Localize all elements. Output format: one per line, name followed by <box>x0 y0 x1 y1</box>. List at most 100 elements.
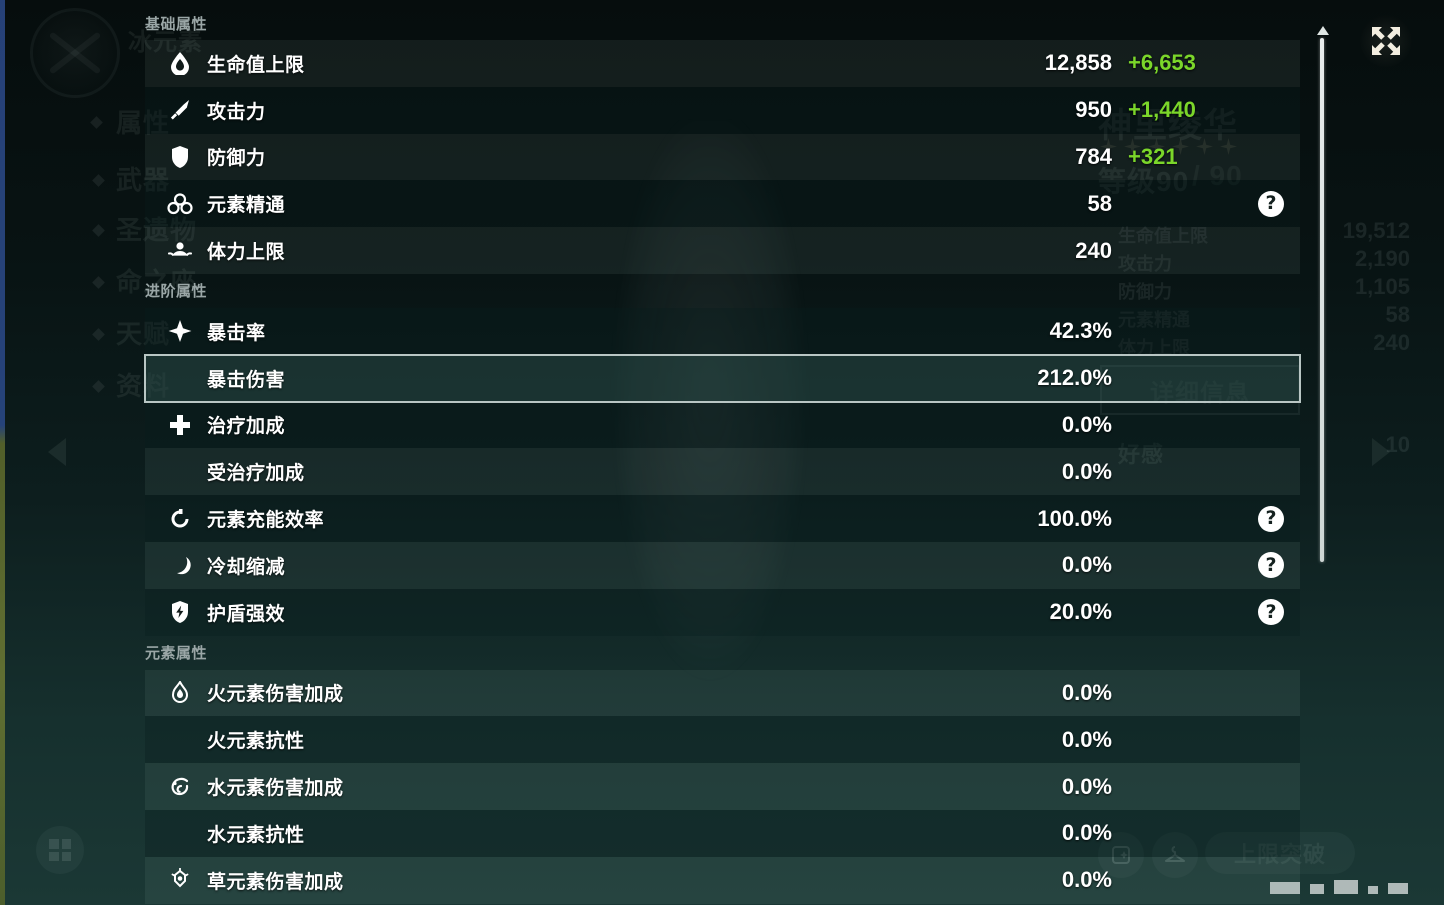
scrollbar-thumb[interactable] <box>1320 38 1324 562</box>
stat-row-cooldown-reduction[interactable]: 冷却缩减 0.0% ? <box>145 541 1300 589</box>
em-rings-icon <box>163 193 197 215</box>
hp-droplet-icon <box>163 51 197 76</box>
stat-row-crit-rate[interactable]: 暴击率 42.3% ? <box>145 307 1300 355</box>
stat-row-crit-dmg-selected[interactable]: 暴击伤害 212.0% ? <box>144 353 1301 403</box>
help-icon[interactable]: ? <box>1258 552 1284 579</box>
help-icon[interactable]: ? <box>1258 599 1284 626</box>
stat-value: 0.0% <box>1061 773 1112 799</box>
section-header-advanced-attributes: 进阶属性 <box>145 283 208 301</box>
stat-label: 防御力 <box>207 148 266 170</box>
dendro-icon <box>163 868 197 892</box>
bg-outfit-button[interactable] <box>1152 832 1198 878</box>
bg-friendship-value: 10 <box>1385 432 1410 457</box>
stat-value: 42.3% <box>1049 318 1112 344</box>
bg-ascend-button[interactable]: 上限突破 <box>1205 832 1355 874</box>
bg-stat-label-def: 防御力 <box>1118 282 1172 302</box>
diamond-icon <box>92 380 105 393</box>
def-shield-icon <box>163 145 197 169</box>
stat-label: 攻击力 <box>207 101 266 123</box>
pyro-icon <box>163 680 197 705</box>
stat-label: 体力上限 <box>207 242 286 264</box>
stat-label: 水元素抗性 <box>207 824 305 846</box>
bg-stat-label-hp: 生命值上限 <box>1118 226 1208 246</box>
bg-stat-label-stam: 体力上限 <box>1118 338 1190 358</box>
stat-row-hydro-res[interactable]: 水元素抗性 0.0% ? <box>145 809 1300 857</box>
grid-icon <box>49 839 71 861</box>
stat-value: 0.0% <box>1061 458 1112 484</box>
outfit-hanger-icon <box>1163 844 1187 866</box>
stat-value: 100.0% <box>1037 505 1112 531</box>
stat-bonus: +321 <box>1128 143 1178 169</box>
stat-row-pyro-dmg-bonus[interactable]: 火元素伤害加成 0.0% ? <box>145 669 1300 717</box>
atk-sword-icon <box>163 98 197 122</box>
diamond-icon <box>92 224 105 237</box>
stat-label: 受治疗加成 <box>207 463 305 485</box>
healing-cross-icon <box>163 414 197 436</box>
bg-rarity-stars <box>1100 138 1237 155</box>
stat-value: 950 <box>1075 97 1112 123</box>
bg-ascend-button-label: 上限突破 <box>1233 842 1326 867</box>
stat-label: 水元素伤害加成 <box>207 778 344 800</box>
stat-row-hydro-dmg-bonus[interactable]: 水元素伤害加成 0.0% ? <box>145 763 1300 810</box>
panel-scrollbar[interactable] <box>1317 26 1329 900</box>
stat-row-dendro-dmg-bonus[interactable]: 草元素伤害加成 0.0% ? <box>145 856 1300 904</box>
stat-label: 草元素伤害加成 <box>207 871 344 893</box>
stat-row-max-hp[interactable]: 生命值上限 12,858 +6,653 ? <box>145 40 1300 87</box>
bg-menu-item-talents[interactable]: 天赋 <box>116 319 171 349</box>
stat-value: 0.0% <box>1061 679 1112 705</box>
stat-row-elemental-mastery[interactable]: 元素精通 58 ? <box>145 180 1300 228</box>
stat-row-healing-bonus[interactable]: 治疗加成 0.0% ? <box>145 401 1300 449</box>
bg-character-name: 神里绫华 <box>1098 107 1238 145</box>
stat-label: 护盾强效 <box>207 603 286 625</box>
stat-label: 元素充能效率 <box>207 510 325 532</box>
character-model-silhouette <box>560 120 860 900</box>
bg-menu-item-attributes[interactable]: 属性 <box>116 108 171 138</box>
stat-row-incoming-healing-bonus[interactable]: 受治疗加成 0.0% ? <box>145 448 1300 496</box>
chevron-up-icon[interactable] <box>1317 26 1329 35</box>
stat-value: 0.0% <box>1061 552 1112 578</box>
diamond-icon <box>92 328 105 341</box>
close-button[interactable] <box>1360 15 1412 67</box>
arrow-left-icon[interactable] <box>48 438 66 466</box>
section-header-elemental-attributes: 元素属性 <box>145 645 208 663</box>
bg-menu-item-constellation[interactable]: 命之座 <box>116 267 198 297</box>
bg-menu-item-artifacts[interactable]: 圣遗物 <box>116 215 198 245</box>
stat-label: 暴击伤害 <box>207 369 286 391</box>
stat-row-shield-strength[interactable]: 护盾强效 20.0% ? <box>145 588 1300 636</box>
bg-stat-value-hp: 19,512 <box>1342 218 1410 243</box>
stat-value: 20.0% <box>1049 599 1112 625</box>
taskbar-thumbnails <box>1270 880 1408 894</box>
bg-level-max: / 90 <box>1192 160 1243 191</box>
stat-row-def[interactable]: 防御力 784 +321 ? <box>145 133 1300 181</box>
diamond-icon <box>92 174 105 187</box>
section-header-base-attributes: 基础属性 <box>145 16 208 33</box>
stat-value: 58 <box>1087 190 1112 216</box>
cryo-element-emblem-icon <box>30 8 120 98</box>
bg-stat-value-em: 58 <box>1385 302 1410 327</box>
stat-value: 0.0% <box>1061 411 1112 437</box>
stat-label: 火元素伤害加成 <box>207 684 344 706</box>
stamina-icon <box>163 240 197 262</box>
stat-value: 784 <box>1075 143 1112 169</box>
arrow-right-icon[interactable] <box>1372 438 1390 466</box>
bg-enhance-button[interactable] <box>1098 832 1144 878</box>
enhance-card-icon <box>1110 844 1132 866</box>
help-icon[interactable]: ? <box>1258 190 1284 217</box>
bg-stat-value-def: 1,105 <box>1354 274 1410 299</box>
stat-label: 火元素抗性 <box>207 731 305 753</box>
bg-menu-item-weapon[interactable]: 武器 <box>116 165 171 195</box>
stat-row-atk[interactable]: 攻击力 950 +1,440 ? <box>145 86 1300 134</box>
attributes-detail-panel: 基础属性 生命值上限 12,858 +6,653 ? 攻击力 950 +1,44… <box>144 0 1301 905</box>
stat-row-pyro-res[interactable]: 火元素抗性 0.0% ? <box>145 716 1300 764</box>
stat-value: 0.0% <box>1061 867 1112 893</box>
crit-rate-star-icon <box>163 319 197 343</box>
stat-value: 12,858 <box>1044 50 1112 76</box>
stat-row-max-stamina[interactable]: 体力上限 240 ? <box>145 227 1300 274</box>
diamond-icon <box>92 276 105 289</box>
help-icon[interactable]: ? <box>1258 505 1284 532</box>
grid-button[interactable] <box>36 826 84 874</box>
stat-row-energy-recharge[interactable]: 元素充能效率 100.0% ? <box>145 495 1300 542</box>
stat-label: 元素精通 <box>207 195 286 217</box>
stat-label: 生命值上限 <box>207 54 305 76</box>
bg-friendship-label: 好感 <box>1118 442 1165 467</box>
